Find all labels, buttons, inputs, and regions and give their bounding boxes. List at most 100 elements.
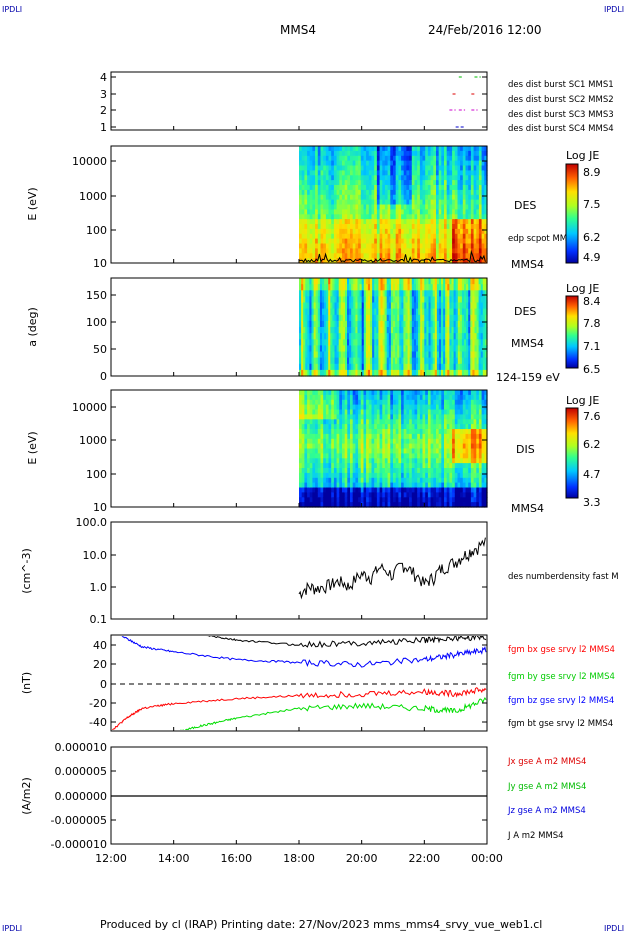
spectrogram-cell (481, 429, 485, 435)
spectrogram-cell (351, 363, 354, 371)
spectrogram-cell (374, 472, 378, 479)
spectrogram-cell (411, 399, 416, 406)
spectrogram-cell (309, 296, 313, 304)
spectrogram-cell (478, 175, 483, 181)
spectrogram-cell (457, 214, 461, 220)
spectrogram-cell (430, 424, 434, 430)
spectrogram-cell (374, 409, 378, 415)
spectrogram-cell (425, 155, 429, 162)
spectrogram-cell (317, 155, 322, 162)
spectrogram-cell (350, 468, 354, 474)
spectrogram-cell (452, 238, 456, 245)
spectrogram-cell (305, 320, 308, 328)
spectrogram-cell (406, 482, 410, 489)
spectrogram-cell (342, 429, 346, 435)
spectrogram-cell (430, 453, 434, 459)
spectrogram-cell (342, 472, 346, 479)
spectrogram-cell (301, 199, 305, 206)
spectrogram-cell (478, 458, 483, 464)
spectrogram-cell (333, 404, 338, 411)
spectrogram-cell (464, 284, 467, 291)
spectrogram-cell (336, 278, 340, 285)
spectrogram-cell (317, 290, 321, 297)
spectrogram-cell (360, 419, 365, 425)
spectrogram-cell (438, 209, 442, 215)
spectrogram-cell (325, 194, 330, 201)
spectrogram-cell (345, 351, 348, 359)
spectrogram-cell (403, 278, 407, 285)
spectrogram-cell (309, 180, 313, 186)
spectrogram-cell (374, 339, 377, 346)
spectrogram-cell (424, 351, 427, 359)
spectrogram-cell (372, 351, 375, 359)
spectrogram-cell (350, 160, 354, 167)
spectrogram-cell (344, 219, 348, 225)
spectrogram-cell (315, 165, 319, 171)
spectrogram-cell (482, 369, 486, 377)
spectrogram-cell (407, 345, 411, 353)
spectrogram-cell (363, 258, 367, 264)
spectrogram-cell (434, 327, 438, 334)
spectrogram-cell (323, 419, 327, 425)
spectrogram-cell (461, 339, 465, 346)
spectrogram-cell (420, 278, 423, 285)
spectrogram-cell (338, 357, 342, 365)
spectrogram-cell (393, 150, 397, 157)
spectrogram-cell (452, 180, 456, 186)
spectrogram-cell (425, 477, 429, 484)
corner-label-tr: IPDLI (604, 5, 624, 14)
spectrogram-cell (459, 351, 463, 359)
spectrogram-cell (336, 180, 340, 186)
spectrogram-cell (419, 180, 424, 186)
spectrogram-cell (305, 369, 308, 377)
spectrogram-cell (395, 327, 398, 334)
spectrogram-cell (449, 185, 453, 191)
spectrogram-cell (357, 308, 361, 316)
spectrogram-cell (299, 204, 303, 210)
spectrogram-cell (355, 463, 359, 469)
spectrogram-cell (480, 296, 484, 304)
spectrogram-cell (403, 345, 407, 353)
spectrogram-cell (473, 248, 477, 254)
spectrogram-cell (452, 438, 456, 445)
spectrogram-cell (309, 278, 313, 285)
spectrogram-cell (436, 180, 440, 186)
spectrogram-cell (351, 345, 354, 353)
spectrogram-cell (428, 278, 432, 285)
spectrogram-cell (374, 233, 378, 240)
spectrogram-cell (319, 363, 323, 371)
spectrogram-cell (424, 308, 427, 316)
spectrogram-cell (325, 150, 330, 157)
spectrogram-cell (418, 369, 421, 377)
spectrogram-cell (301, 453, 305, 459)
spectrogram-cell (334, 333, 338, 340)
spectrogram-cell (320, 243, 324, 249)
spectrogram-cell (474, 302, 478, 310)
spectrogram-cell (470, 170, 475, 176)
spectrogram-cell (328, 146, 332, 152)
spectrogram-cell (457, 253, 461, 259)
spectrogram-cell (384, 399, 389, 406)
spectrogram-cell (351, 308, 354, 316)
spectrogram-cell (433, 243, 437, 249)
spectrogram-cell (360, 180, 365, 186)
spectrogram-cell (395, 194, 399, 201)
spectrogram-cell (331, 477, 335, 484)
spectrogram-cell (317, 146, 322, 152)
spectrogram-cell (395, 320, 398, 328)
spectrogram-cell (342, 180, 346, 186)
spectrogram-cell (451, 314, 455, 322)
spectrogram-cell (333, 443, 338, 450)
spectrogram-cell (470, 492, 475, 498)
spectrogram-cell (309, 424, 313, 430)
spectrogram-cell (393, 155, 397, 162)
spectrogram-cell (481, 233, 485, 240)
spectrogram-cell (361, 363, 365, 371)
spectrogram-cell (416, 320, 419, 328)
spectrogram-cell (331, 199, 335, 206)
spectrogram-cell (368, 443, 373, 450)
spectrogram-cell (363, 502, 367, 508)
spectrogram-cell (368, 228, 373, 235)
spectrogram-cell (406, 472, 410, 479)
